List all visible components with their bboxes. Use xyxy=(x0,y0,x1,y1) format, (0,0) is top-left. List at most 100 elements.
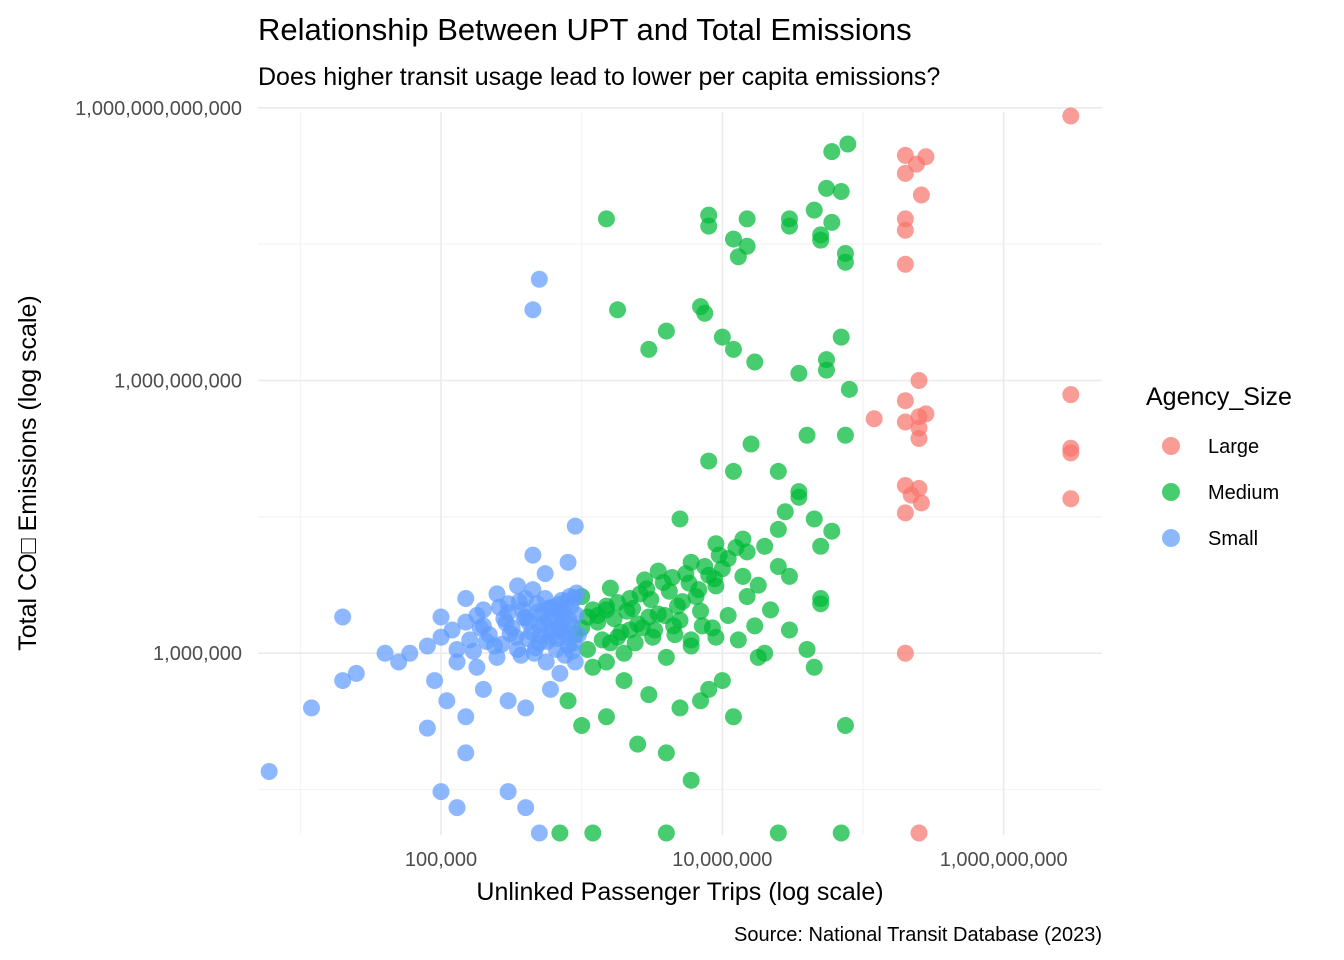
data-point xyxy=(769,824,787,842)
y-tick-label: 1,000,000 xyxy=(153,643,242,665)
data-point xyxy=(649,562,667,580)
data-point xyxy=(780,567,798,585)
data-point xyxy=(537,653,555,671)
legend-label: Small xyxy=(1208,528,1258,550)
data-point xyxy=(579,640,597,658)
data-point xyxy=(896,164,914,182)
data-point xyxy=(593,631,611,649)
series-large xyxy=(865,107,1080,842)
data-point xyxy=(541,680,559,698)
data-point xyxy=(769,520,787,538)
data-point xyxy=(700,452,718,470)
data-point xyxy=(597,653,615,671)
y-tick-label: 1,000,000,000 xyxy=(114,371,242,393)
x-tick-label: 1,000,000,000 xyxy=(940,849,1068,871)
data-point xyxy=(912,186,930,204)
data-point xyxy=(499,783,517,801)
data-point xyxy=(457,708,475,726)
data-point xyxy=(690,581,708,599)
data-point xyxy=(910,372,928,390)
data-point xyxy=(509,577,527,595)
chart-title: Relationship Between UPT and Total Emiss… xyxy=(258,12,912,47)
data-point xyxy=(567,606,585,624)
data-point xyxy=(512,646,530,664)
x-tick-label: 10,000,000 xyxy=(672,849,772,871)
data-point xyxy=(769,557,787,575)
data-points xyxy=(260,107,1080,842)
data-point xyxy=(756,537,774,555)
data-point xyxy=(468,658,486,676)
data-point xyxy=(657,824,675,842)
data-point xyxy=(563,642,581,660)
data-point xyxy=(432,783,450,801)
data-point xyxy=(657,648,675,666)
data-point xyxy=(464,642,482,660)
data-point xyxy=(780,217,798,235)
data-point xyxy=(515,609,533,627)
data-point xyxy=(448,799,466,817)
data-point xyxy=(418,719,436,737)
legend-label: Medium xyxy=(1208,482,1279,504)
data-point xyxy=(640,340,658,358)
data-point xyxy=(471,619,489,637)
data-point xyxy=(615,644,633,662)
data-point xyxy=(601,579,619,597)
data-point xyxy=(746,353,764,371)
data-point xyxy=(749,576,767,594)
data-point xyxy=(1062,444,1080,462)
data-point xyxy=(719,606,737,624)
data-point xyxy=(912,494,930,512)
data-point xyxy=(696,304,714,322)
data-point xyxy=(700,217,718,235)
data-point xyxy=(629,735,647,753)
data-point xyxy=(663,569,681,587)
data-point xyxy=(812,231,830,249)
data-point xyxy=(666,626,684,644)
data-point xyxy=(334,608,352,626)
data-point xyxy=(640,686,658,704)
data-point xyxy=(836,426,854,444)
data-point xyxy=(557,624,575,642)
legend-key xyxy=(1162,437,1180,455)
data-point xyxy=(812,595,830,613)
data-point xyxy=(817,179,835,197)
data-point xyxy=(524,301,542,319)
series-small xyxy=(260,270,588,842)
data-point xyxy=(724,462,742,480)
data-point xyxy=(524,546,542,564)
data-point xyxy=(839,135,857,153)
chart-subtitle: Does higher transit usage lead to lower … xyxy=(258,63,940,91)
data-point xyxy=(448,653,466,671)
data-point xyxy=(682,771,700,789)
data-point xyxy=(609,301,627,319)
data-point xyxy=(1062,107,1080,125)
data-point xyxy=(584,824,602,842)
data-point xyxy=(805,658,823,676)
data-point xyxy=(798,426,816,444)
data-point xyxy=(477,632,495,650)
data-point xyxy=(517,799,535,817)
data-point xyxy=(660,582,678,600)
data-point xyxy=(457,744,475,762)
data-point xyxy=(673,593,691,611)
data-point xyxy=(823,143,841,161)
data-point xyxy=(536,565,554,583)
data-point xyxy=(671,611,689,629)
data-point xyxy=(729,248,747,266)
data-point xyxy=(700,680,718,698)
data-point xyxy=(401,644,419,662)
data-point xyxy=(474,680,492,698)
data-point xyxy=(805,510,823,528)
data-point xyxy=(742,435,760,453)
data-point xyxy=(790,364,808,382)
data-point xyxy=(682,553,700,571)
data-point xyxy=(724,230,742,248)
data-point xyxy=(738,210,756,228)
data-point xyxy=(724,340,742,358)
data-point xyxy=(762,601,780,619)
data-point xyxy=(615,672,633,690)
legend-item-medium: Medium xyxy=(1162,482,1279,504)
data-point xyxy=(706,570,724,588)
data-point xyxy=(682,631,700,649)
